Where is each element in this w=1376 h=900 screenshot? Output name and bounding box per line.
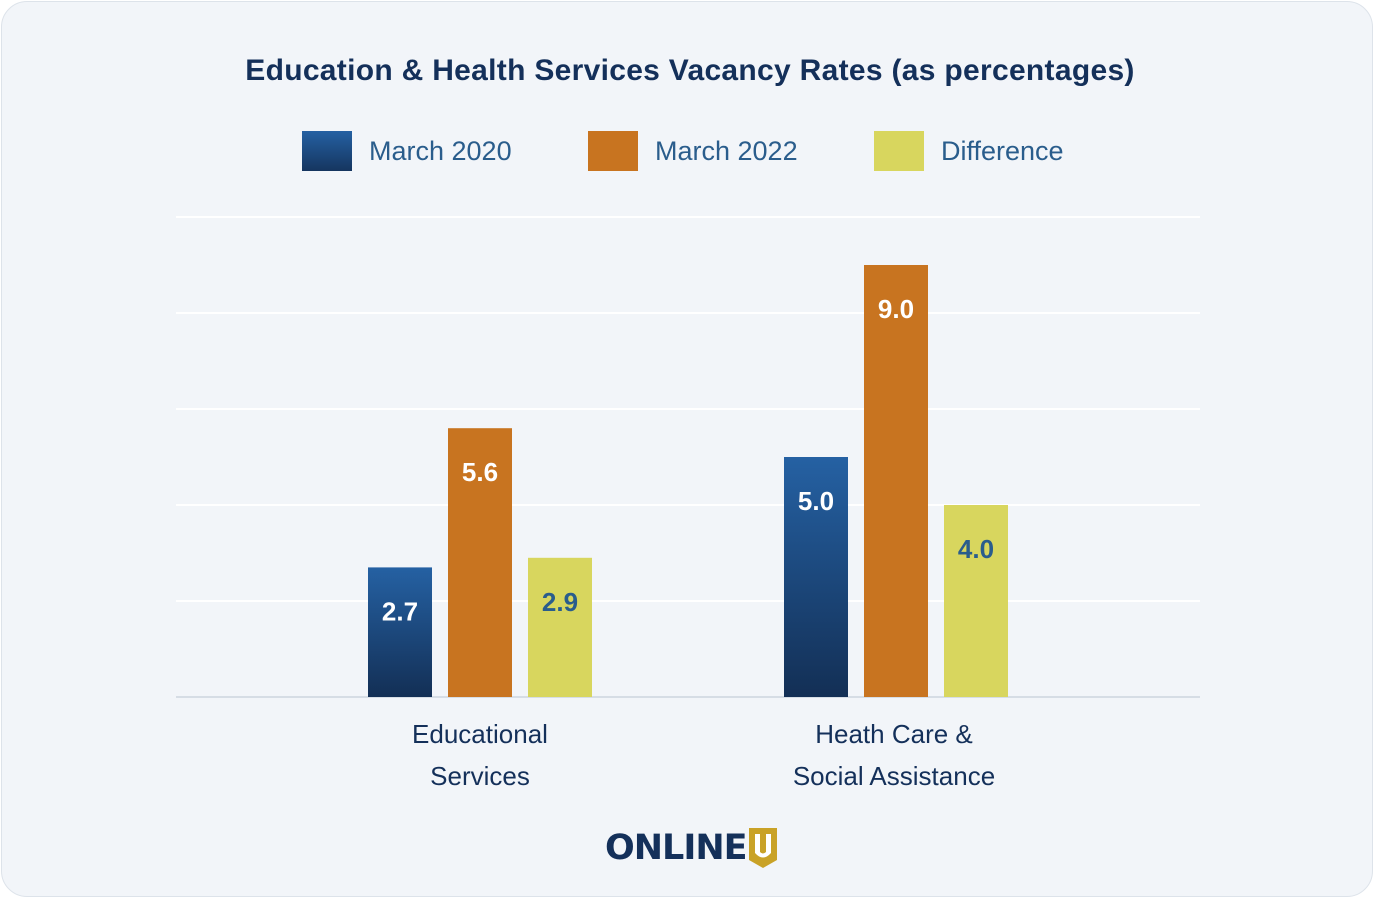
category-label-line: Social Assistance <box>792 761 996 791</box>
value-label: 5.0 <box>798 486 834 516</box>
legend-swatch-march-2020 <box>302 131 352 171</box>
logo-u-mark <box>748 828 777 868</box>
chart-title: Education & Health Services Vacancy Rate… <box>245 54 1135 87</box>
bar-difference-1 <box>528 557 592 697</box>
gridlines <box>176 216 1200 698</box>
legend-item-march-2020: March 2020 <box>302 130 512 172</box>
bar-march-2020-1 <box>368 567 432 697</box>
category-label-health-care: Heath Care & Social Assistance <box>744 713 1044 797</box>
value-labels: 2.7 5.0 5.6 9.0 2.9 4.0 <box>382 294 994 626</box>
value-label: 4.0 <box>958 534 994 564</box>
category-label-educational-services: Educational Services <box>330 713 630 797</box>
bar-difference-2 <box>944 505 1008 697</box>
category-label-line: Services <box>430 761 530 791</box>
bar-march-2022-1 <box>448 428 512 697</box>
legend-label-march-2020: March 2020 <box>369 135 512 166</box>
logo-text: ONLINE <box>605 828 748 868</box>
legend-label-march-2022: March 2022 <box>655 135 798 166</box>
bar-march-2020-2 <box>784 457 848 697</box>
legend-item-difference: Difference <box>874 130 1064 172</box>
bar-march-2022-2 <box>864 265 928 697</box>
legend-item-march-2022: March 2022 <box>588 130 798 172</box>
category-label-line: Educational <box>412 719 548 749</box>
category-label-line: Heath Care & <box>815 719 973 749</box>
bars <box>368 265 1008 697</box>
legend-swatch-difference <box>874 131 924 171</box>
value-label: 9.0 <box>878 294 914 324</box>
value-label: 5.6 <box>462 457 498 487</box>
value-label: 2.7 <box>382 596 418 626</box>
legend-swatch-march-2022 <box>588 131 638 171</box>
onlineu-logo: ONLINE <box>605 826 777 868</box>
legend-label-difference: Difference <box>941 135 1064 166</box>
value-label: 2.9 <box>542 587 578 617</box>
